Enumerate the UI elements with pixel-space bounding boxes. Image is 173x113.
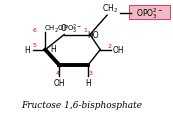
Text: 3: 3 [89,71,93,76]
Text: H: H [51,44,56,53]
Text: HO: HO [88,31,99,40]
Text: Fructose 1,6-bisphosphate: Fructose 1,6-bisphosphate [21,100,142,109]
Text: O: O [60,24,66,33]
Text: 2: 2 [108,44,112,48]
Text: OH: OH [53,79,65,87]
Text: 6: 6 [32,28,36,33]
Text: OH: OH [113,46,125,55]
Text: H: H [24,46,30,55]
Text: H: H [85,79,91,87]
Text: 5: 5 [32,43,36,48]
Text: CH$_2$OPO$_3^{2-}$: CH$_2$OPO$_3^{2-}$ [44,22,83,35]
FancyBboxPatch shape [129,6,170,20]
Text: CH$_2$: CH$_2$ [102,2,118,15]
Text: OPO$_3^{2-}$: OPO$_3^{2-}$ [136,6,163,20]
Text: 4: 4 [56,71,60,76]
Text: 1: 1 [83,27,87,32]
